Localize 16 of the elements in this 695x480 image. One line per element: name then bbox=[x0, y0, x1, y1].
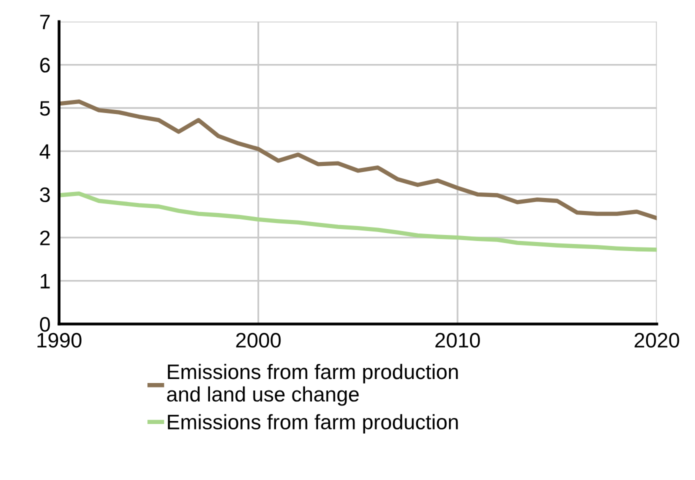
line-series bbox=[59, 191, 657, 252]
x-tick-label: 1990 bbox=[37, 332, 82, 348]
y-tick-label: 6 bbox=[40, 58, 50, 73]
x-tick-label: 2000 bbox=[236, 332, 281, 348]
y-tick-label: 4 bbox=[40, 144, 50, 159]
y-tick-label: 5 bbox=[40, 101, 50, 116]
x-tick-label: 2020 bbox=[634, 332, 680, 348]
y-tick-label: 2 bbox=[40, 230, 50, 246]
y-tick-label: 0 bbox=[40, 317, 50, 332]
y-tick-label: 3 bbox=[40, 187, 50, 202]
legend-label: Emissions from farm production bbox=[168, 414, 458, 434]
line-series bbox=[59, 99, 657, 220]
x-tick-label: 2010 bbox=[435, 332, 480, 348]
legend-label: Emissions from farm production and land use change bbox=[167, 364, 458, 406]
y-tick-label: 1 bbox=[40, 274, 50, 288]
y-tick-label: 7 bbox=[40, 14, 50, 30]
